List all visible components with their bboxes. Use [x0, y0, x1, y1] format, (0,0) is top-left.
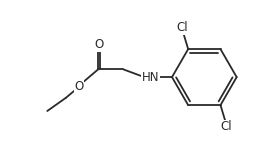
Text: O: O [74, 80, 84, 93]
Text: HN: HN [142, 71, 159, 84]
Text: Cl: Cl [221, 120, 232, 133]
Text: Cl: Cl [176, 21, 188, 34]
Text: O: O [95, 38, 104, 51]
